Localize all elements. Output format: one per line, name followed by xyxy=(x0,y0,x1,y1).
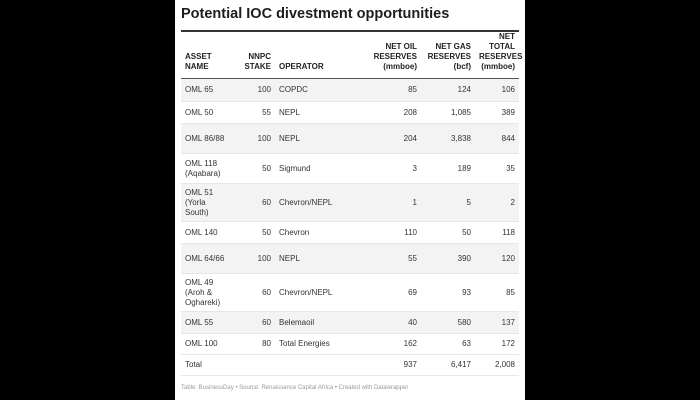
nnpc-stake-cell: 55 xyxy=(262,107,271,117)
nnpc-stake-cell: 100 xyxy=(235,78,275,102)
operator-cell: NEPL xyxy=(275,123,361,154)
nnpc-stake-cell: 60 xyxy=(235,311,275,334)
asset-name-cell: OML 118 (Aqabara) xyxy=(185,158,221,178)
nnpc-stake-cell: 80 xyxy=(262,339,271,348)
asset-name-cell: OML 140 xyxy=(185,227,218,237)
total-oil: 937 xyxy=(361,354,421,376)
operator-cell: Chevron/NEPL xyxy=(279,287,333,297)
net-gas-cell: 93 xyxy=(462,287,471,297)
nnpc-stake-cell: 60 xyxy=(262,287,271,297)
table-row: OML 86/88 100 NEPL 204 3,838 844 xyxy=(181,123,519,154)
asset-name-cell: OML 100 xyxy=(185,339,218,348)
asset-name-cell: OML 64/66 xyxy=(181,243,235,274)
nnpc-stake-cell: 50 xyxy=(262,163,271,173)
net-total-cell: 389 xyxy=(501,107,515,117)
net-total-cell: 120 xyxy=(475,243,519,274)
net-oil-cell: 40 xyxy=(361,311,421,334)
operator-cell: Belemaoil xyxy=(275,311,361,334)
asset-name-cell: OML 65 xyxy=(181,78,235,102)
operator-cell: Total Energies xyxy=(279,339,330,348)
operator-cell: Sigmund xyxy=(279,163,311,173)
column-header[interactable]: NNPC STAKE xyxy=(235,31,275,79)
net-total-cell: 85 xyxy=(506,287,515,297)
table-row: OML 50 55 NEPL 208 1,085 389 xyxy=(181,102,519,124)
operator-cell: Chevron/NEPL xyxy=(275,183,361,222)
asset-name-cell: OML 51 (Yorla South) xyxy=(181,183,235,222)
net-total-cell: 2 xyxy=(475,183,519,222)
net-oil-cell: 162 xyxy=(403,339,417,348)
asset-name-cell: OML 86/88 xyxy=(181,123,235,154)
asset-name-cell: OML 49 (Aroh & Oghareki) xyxy=(185,277,221,307)
net-gas-cell: 390 xyxy=(421,243,475,274)
net-oil-cell: 204 xyxy=(361,123,421,154)
table-row: OML 118 (Aqabara) 50 Sigmund 3 189 35 xyxy=(181,154,519,184)
table-title: Potential IOC divestment opportunities xyxy=(181,6,450,22)
asset-name-cell: OML 50 xyxy=(185,107,214,117)
table-row: OML 51 (Yorla South) 60 Chevron/NEPL 1 5 2 xyxy=(181,183,519,222)
net-total-cell: 35 xyxy=(506,163,515,173)
net-gas-cell: 63 xyxy=(462,339,471,348)
net-oil-cell: 69 xyxy=(408,287,417,297)
net-total-cell: 844 xyxy=(475,123,519,154)
column-header[interactable]: NET OIL RESERVES (mmboe) xyxy=(361,31,421,79)
net-oil-cell: 110 xyxy=(404,227,417,237)
net-oil-cell: 1 xyxy=(361,183,421,222)
table-row: OML 140 50 Chevron 110 50 118 xyxy=(181,222,519,244)
net-total-cell: 137 xyxy=(475,311,519,334)
total-row: Total 937 6,417 2,008 xyxy=(181,354,519,376)
operator-cell: COPDC xyxy=(275,78,361,102)
net-total-cell: 172 xyxy=(501,339,515,348)
net-gas-cell: 1,085 xyxy=(450,107,471,117)
total-reserves: 2,008 xyxy=(475,354,519,376)
column-header[interactable]: NET TOTAL RESERVES (mmboe) xyxy=(475,31,522,79)
table-row: OML 100 80 Total Energies 162 63 172 xyxy=(181,334,519,355)
net-gas-cell: 50 xyxy=(462,227,471,237)
net-oil-cell: 208 xyxy=(403,107,417,117)
table-row: OML 64/66 100 NEPL 55 390 120 xyxy=(181,243,519,274)
column-header[interactable]: ASSET NAME xyxy=(181,31,235,79)
column-header[interactable]: NET GAS RESERVES (bcf) xyxy=(421,31,475,79)
net-oil-cell: 3 xyxy=(412,163,417,173)
operator-cell: NEPL xyxy=(279,107,300,117)
net-gas-cell: 5 xyxy=(421,183,475,222)
table-row: OML 55 60 Belemaoil 40 580 137 xyxy=(181,311,519,334)
operator-cell: NEPL xyxy=(275,243,361,274)
net-gas-cell: 580 xyxy=(421,311,475,334)
total-label: Total xyxy=(181,354,235,376)
net-gas-cell: 124 xyxy=(421,78,475,102)
source-footer: Table: BusinessDay • Source: Renaissance… xyxy=(181,385,409,391)
net-total-cell: 106 xyxy=(475,78,519,102)
table-card: Potential IOC divestment opportunities A… xyxy=(175,0,525,400)
nnpc-stake-cell: 100 xyxy=(235,123,275,154)
net-oil-cell: 85 xyxy=(361,78,421,102)
column-header[interactable]: OPERATOR xyxy=(275,31,361,79)
asset-name-cell: OML 55 xyxy=(181,311,235,334)
nnpc-stake-cell: 100 xyxy=(235,243,275,274)
total-gas: 6,417 xyxy=(421,354,475,376)
operator-cell: Chevron xyxy=(279,227,310,237)
reserves-table: ASSET NAME NNPC STAKE OPERATOR NET OIL R… xyxy=(181,30,522,376)
nnpc-stake-cell: 50 xyxy=(262,227,271,237)
net-gas-cell: 189 xyxy=(457,163,471,173)
net-oil-cell: 55 xyxy=(361,243,421,274)
table-row: OML 65 100 COPDC 85 124 106 xyxy=(181,78,519,102)
nnpc-stake-cell: 60 xyxy=(235,183,275,222)
header-row: ASSET NAME NNPC STAKE OPERATOR NET OIL R… xyxy=(181,31,522,79)
net-gas-cell: 3,838 xyxy=(421,123,475,154)
table-row: OML 49 (Aroh & Oghareki) 60 Chevron/NEPL 69… xyxy=(181,274,519,312)
net-total-cell: 118 xyxy=(502,227,515,237)
